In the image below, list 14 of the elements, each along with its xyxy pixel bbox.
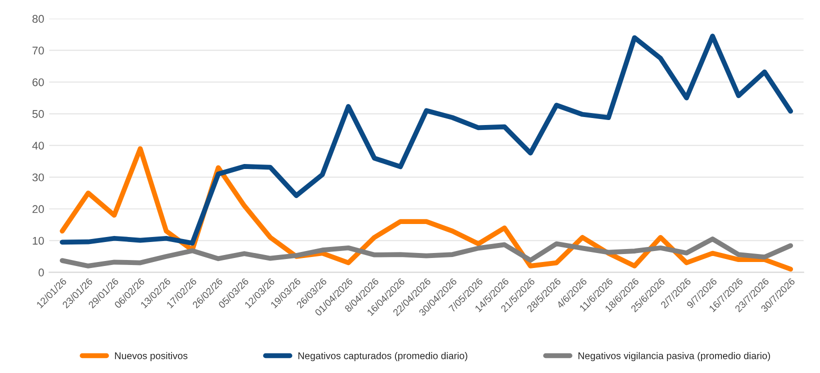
line-series [60,34,794,246]
y-tick-label: 10 [32,236,44,245]
legend-label: Negativos capturados (promedio diario) [298,352,468,362]
y-tick-label: 40 [32,142,44,150]
y-tick-label: 20 [32,205,44,214]
y-tick-label: 60 [32,78,44,86]
legend-label: Nuevos positivos [115,352,188,362]
y-tick-label: 0 [38,268,44,276]
y-tick-label: 30 [32,173,44,182]
y-tick-label: 50 [32,110,44,118]
y-tick-label: 80 [32,14,44,23]
legend-label: Negativos vigilancia pasiva (promedio diario) [578,352,770,362]
line-series [60,236,794,268]
y-tick-label: 70 [32,46,44,54]
